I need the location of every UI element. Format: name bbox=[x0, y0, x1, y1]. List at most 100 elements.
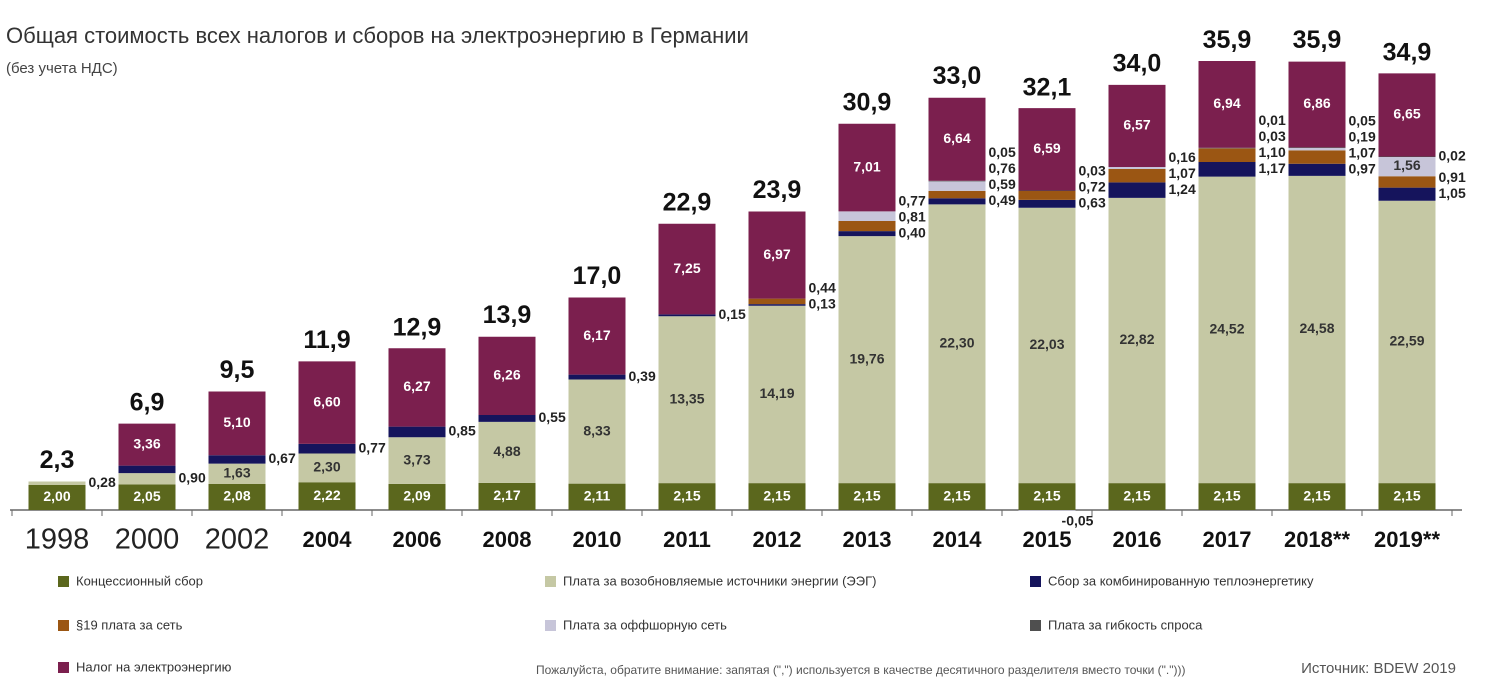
data-label: 2,15 bbox=[1303, 487, 1330, 503]
data-label: 6,27 bbox=[403, 378, 430, 394]
legend-label: Сбор за комбинированную теплоэнергетику bbox=[1048, 573, 1314, 588]
bar-segment bbox=[388, 426, 446, 438]
data-label: 22,82 bbox=[1119, 331, 1154, 347]
data-label: 0,19 bbox=[1349, 129, 1376, 145]
data-label: 1,56 bbox=[1393, 157, 1420, 173]
bar-segment bbox=[928, 204, 986, 484]
bar-segment bbox=[838, 211, 896, 221]
x-tick-label: 1998 bbox=[25, 524, 90, 556]
data-label: 0,67 bbox=[269, 450, 296, 466]
note: Пожалуйста, обратите внимание: запятая (… bbox=[536, 663, 1186, 677]
data-label: 6,86 bbox=[1303, 95, 1330, 111]
bar-segment bbox=[1108, 169, 1166, 183]
bar-segment bbox=[208, 391, 266, 456]
bar-segment bbox=[1018, 207, 1076, 484]
legend-label: Плата за оффшорную сеть bbox=[563, 617, 727, 632]
total-label: 32,1 bbox=[1023, 73, 1072, 101]
data-label: 0,15 bbox=[719, 306, 746, 322]
total-label: 9,5 bbox=[220, 356, 255, 384]
total-label: 35,9 bbox=[1293, 26, 1342, 54]
bar-segment bbox=[1378, 483, 1436, 510]
x-tick-label: 2018** bbox=[1284, 527, 1351, 552]
data-label: 2,00 bbox=[43, 488, 70, 504]
data-label: 0,77 bbox=[359, 439, 386, 455]
bar-segment bbox=[748, 211, 806, 299]
data-label: 0,05 bbox=[989, 144, 1016, 160]
x-tick-label: 2008 bbox=[483, 527, 532, 552]
data-label: 24,58 bbox=[1299, 320, 1334, 336]
bar-segment bbox=[928, 181, 986, 191]
data-label: 3,73 bbox=[403, 451, 430, 467]
data-label: 0,81 bbox=[899, 208, 926, 224]
data-label: 24,52 bbox=[1209, 321, 1244, 337]
bar-segment bbox=[1288, 148, 1346, 151]
data-label: 2,15 bbox=[763, 487, 790, 503]
data-label: 6,65 bbox=[1393, 106, 1420, 122]
bar-segment bbox=[1198, 148, 1256, 162]
bar-segment bbox=[388, 437, 446, 484]
data-label: 6,57 bbox=[1123, 117, 1150, 133]
legend-label: Плата за возобновляемые источники энерги… bbox=[563, 573, 876, 588]
data-label: 0,76 bbox=[989, 160, 1016, 176]
x-tick-label: 2015 bbox=[1023, 527, 1072, 552]
bar-segment bbox=[1288, 61, 1346, 148]
bar-segment bbox=[1018, 199, 1076, 208]
data-label: 1,24 bbox=[1169, 181, 1196, 197]
bar-segment bbox=[208, 463, 266, 484]
x-tick-label: 2017 bbox=[1203, 527, 1252, 552]
legend-label: §19 плата за сеть bbox=[76, 617, 183, 632]
x-tick-label: 2019** bbox=[1374, 527, 1441, 552]
total-label: 34,0 bbox=[1113, 50, 1162, 78]
data-label: 0,05 bbox=[1349, 113, 1376, 129]
data-label: 0,72 bbox=[1079, 179, 1106, 195]
total-label: 12,9 bbox=[393, 313, 442, 341]
bar-segment bbox=[1018, 190, 1076, 200]
data-label: 0,44 bbox=[809, 280, 836, 296]
bar-segment bbox=[748, 298, 806, 305]
data-label: 2,30 bbox=[313, 459, 340, 475]
bar-segment bbox=[298, 453, 356, 483]
legend-swatch bbox=[545, 620, 556, 631]
total-label: 6,9 bbox=[130, 388, 165, 416]
data-label: 0,91 bbox=[1439, 169, 1466, 185]
data-label: 14,19 bbox=[759, 385, 794, 401]
bar-segment bbox=[28, 485, 86, 510]
bar-segment bbox=[658, 314, 716, 317]
chart-subtitle: (без учета НДС) bbox=[6, 60, 118, 77]
data-label: 6,94 bbox=[1213, 95, 1240, 111]
data-label: 1,63 bbox=[223, 465, 250, 481]
bar-segment bbox=[568, 374, 626, 380]
data-label: 1,10 bbox=[1259, 144, 1286, 160]
bar-segment bbox=[1198, 483, 1256, 510]
data-label: 0,59 bbox=[989, 176, 1016, 192]
data-label: 0,97 bbox=[1349, 161, 1376, 177]
data-label: 7,25 bbox=[673, 260, 700, 276]
bar-segment bbox=[478, 482, 536, 510]
data-label: 2,22 bbox=[313, 487, 340, 503]
bar-segment bbox=[208, 484, 266, 510]
total-label: 34,9 bbox=[1383, 38, 1432, 66]
data-label: 0,85 bbox=[449, 423, 476, 439]
x-tick-label: 2014 bbox=[933, 527, 983, 552]
data-label: 4,88 bbox=[493, 443, 520, 459]
data-label: 0,55 bbox=[539, 409, 566, 425]
x-tick-label: 2016 bbox=[1113, 527, 1162, 552]
x-tick-label: 2000 bbox=[115, 524, 180, 556]
data-label: 19,76 bbox=[849, 350, 884, 366]
bar-segment bbox=[1288, 147, 1346, 148]
bar-segment bbox=[478, 421, 536, 483]
bar-segment bbox=[1378, 156, 1436, 177]
bar-segment bbox=[388, 348, 446, 427]
legend-swatch bbox=[58, 620, 69, 631]
bar-segment bbox=[928, 198, 986, 205]
bar-segment bbox=[118, 465, 176, 474]
data-label: 1,07 bbox=[1349, 145, 1376, 161]
bar-segment bbox=[928, 190, 986, 199]
bar-segment bbox=[1108, 84, 1166, 167]
data-label: 2,15 bbox=[1393, 487, 1420, 503]
data-label: 2,15 bbox=[673, 487, 700, 503]
x-tick-label: 2010 bbox=[573, 527, 622, 552]
bar-segment bbox=[658, 483, 716, 510]
